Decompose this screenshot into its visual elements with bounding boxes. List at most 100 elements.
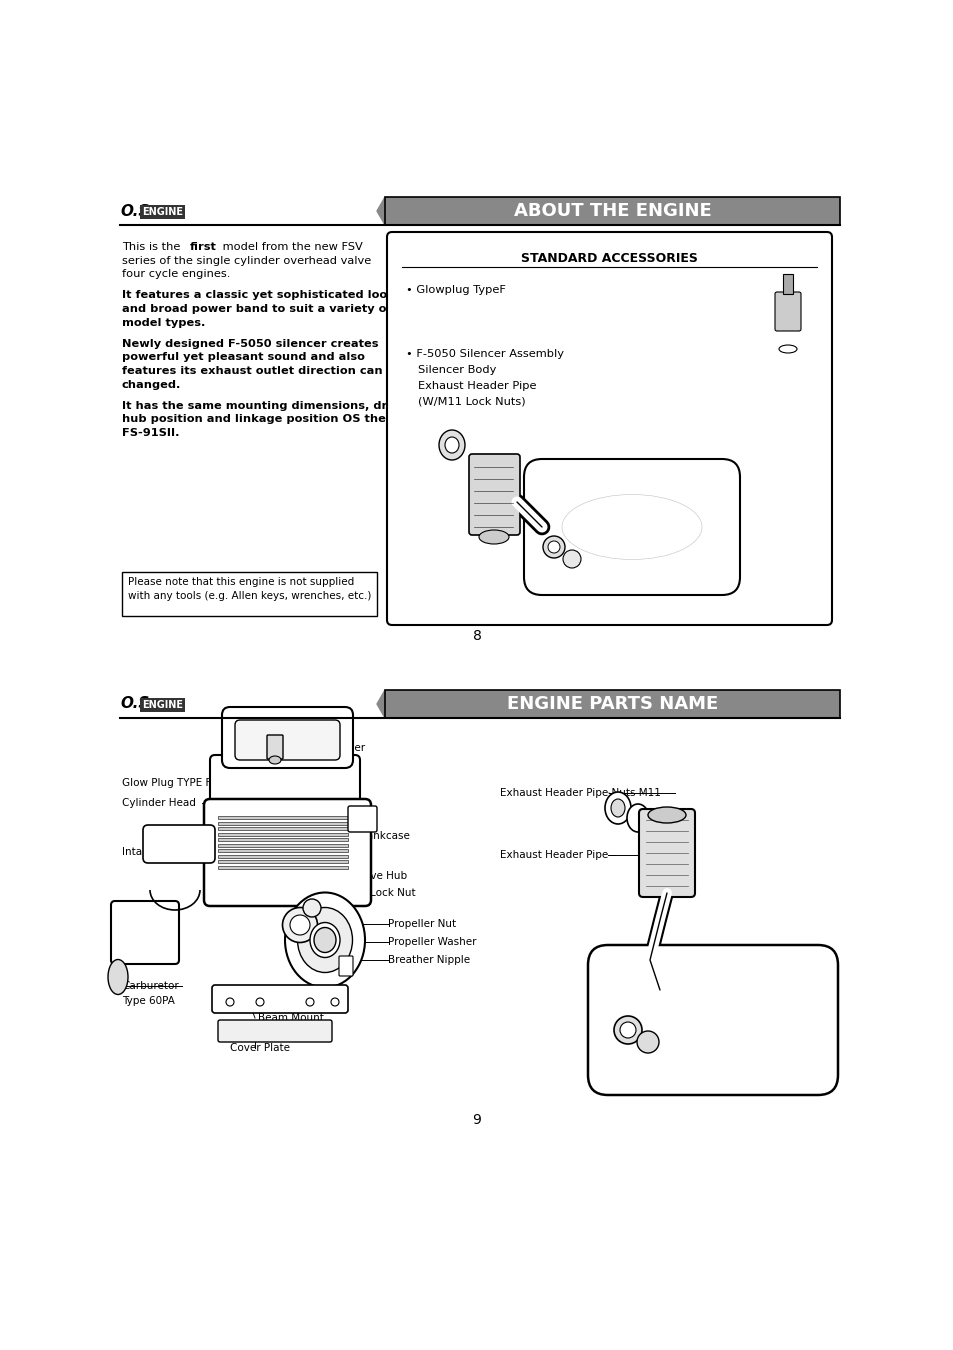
Text: Exhaust Header Pipe Nuts M11: Exhaust Header Pipe Nuts M11 [499, 788, 660, 798]
Ellipse shape [779, 346, 796, 352]
Text: four cycle engines.: four cycle engines. [122, 269, 230, 279]
Ellipse shape [285, 892, 365, 987]
FancyBboxPatch shape [212, 986, 348, 1012]
Ellipse shape [269, 756, 281, 764]
Text: model from the new FSV: model from the new FSV [219, 242, 362, 252]
FancyBboxPatch shape [774, 292, 801, 331]
Text: 9: 9 [472, 1112, 481, 1127]
Text: It features a classic yet sophisticated look: It features a classic yet sophisticated … [122, 290, 395, 301]
Text: Cover Plate: Cover Plate [230, 1044, 290, 1053]
Text: F-5050 Silencer Body: F-5050 Silencer Body [609, 1050, 720, 1060]
Ellipse shape [108, 960, 128, 995]
Text: 8: 8 [472, 629, 481, 643]
Text: • F-5050 Silencer Assembly: • F-5050 Silencer Assembly [406, 350, 563, 359]
Ellipse shape [226, 998, 233, 1006]
Ellipse shape [303, 899, 320, 917]
Ellipse shape [619, 1022, 636, 1038]
Text: Cylinder Head: Cylinder Head [122, 798, 195, 809]
FancyBboxPatch shape [348, 806, 376, 832]
Ellipse shape [604, 792, 630, 824]
Text: Beam Mount: Beam Mount [257, 1012, 323, 1023]
Text: ENGINE: ENGINE [142, 207, 183, 217]
Text: series of the single cylinder overhead valve: series of the single cylinder overhead v… [122, 255, 371, 266]
Text: Drive Hub: Drive Hub [355, 871, 407, 882]
Ellipse shape [282, 907, 317, 942]
Text: Carburetor: Carburetor [122, 981, 178, 991]
Bar [385, 690, 840, 718]
Bar [218, 838, 348, 841]
Text: It has the same mounting dimensions, drive: It has the same mounting dimensions, dri… [122, 401, 406, 410]
Ellipse shape [647, 807, 685, 824]
Text: Silencer Body: Silencer Body [417, 364, 496, 375]
FancyBboxPatch shape [338, 956, 353, 976]
Polygon shape [376, 197, 385, 225]
Text: FS-91SII.: FS-91SII. [122, 428, 179, 437]
Text: STANDARD ACCESSORIES: STANDARD ACCESSORIES [520, 252, 698, 266]
Text: changed.: changed. [122, 379, 181, 390]
Text: ENGINE: ENGINE [142, 701, 183, 710]
FancyBboxPatch shape [523, 459, 740, 595]
Text: Propeller Washer: Propeller Washer [388, 937, 476, 946]
Ellipse shape [438, 431, 464, 460]
Text: first: first [190, 242, 216, 252]
Text: Propeller Nut: Propeller Nut [388, 919, 456, 929]
Ellipse shape [310, 922, 339, 957]
Bar [782, 274, 792, 294]
Ellipse shape [290, 915, 310, 936]
FancyBboxPatch shape [267, 734, 283, 759]
Bar [218, 833, 348, 836]
Text: powerful yet pleasant sound and also: powerful yet pleasant sound and also [122, 352, 364, 363]
Ellipse shape [314, 927, 335, 953]
Text: and broad power band to suit a variety of: and broad power band to suit a variety o… [122, 304, 391, 315]
Bar [218, 844, 348, 846]
FancyBboxPatch shape [204, 799, 371, 906]
Text: Please note that this engine is not supplied
with any tools (e.g. Allen keys, wr: Please note that this engine is not supp… [128, 576, 371, 601]
FancyBboxPatch shape [143, 825, 214, 863]
Ellipse shape [637, 1031, 659, 1053]
FancyBboxPatch shape [234, 720, 339, 760]
Bar [385, 197, 840, 225]
Text: Newly designed F-5050 silencer creates: Newly designed F-5050 silencer creates [122, 339, 378, 350]
Text: Lock Nut: Lock Nut [370, 888, 416, 898]
Polygon shape [376, 690, 385, 718]
Text: ENGINE PARTS NAME: ENGINE PARTS NAME [506, 695, 718, 713]
Ellipse shape [614, 1017, 641, 1044]
Text: Intake Manifold: Intake Manifold [122, 846, 202, 857]
Text: Type 60PA: Type 60PA [122, 996, 174, 1006]
FancyBboxPatch shape [639, 809, 695, 896]
FancyBboxPatch shape [111, 900, 179, 964]
Text: hub position and linkage position OS the: hub position and linkage position OS the [122, 414, 385, 424]
Text: O.S.: O.S. [120, 204, 155, 219]
FancyBboxPatch shape [210, 755, 359, 819]
Text: Rocker Cover: Rocker Cover [295, 743, 365, 753]
Ellipse shape [297, 907, 352, 972]
Ellipse shape [444, 437, 458, 454]
Text: model types.: model types. [122, 317, 205, 328]
Text: (W/M11 Lock Nuts): (W/M11 Lock Nuts) [417, 397, 525, 406]
Ellipse shape [478, 531, 509, 544]
Ellipse shape [331, 998, 338, 1006]
Ellipse shape [542, 536, 564, 558]
Text: This is the: This is the [122, 242, 184, 252]
Text: Exhaust Header Pipe: Exhaust Header Pipe [417, 381, 536, 392]
Bar [218, 822, 348, 825]
Text: Crankcase: Crankcase [355, 832, 410, 841]
Bar [218, 865, 348, 868]
Ellipse shape [547, 541, 559, 554]
Bar [218, 849, 348, 852]
FancyBboxPatch shape [218, 1021, 332, 1042]
FancyBboxPatch shape [387, 232, 831, 625]
FancyBboxPatch shape [469, 454, 519, 535]
Bar [122, 572, 376, 616]
Bar [218, 855, 348, 857]
FancyBboxPatch shape [222, 707, 353, 768]
Ellipse shape [610, 799, 624, 817]
Text: Breather Nipple: Breather Nipple [388, 954, 470, 965]
Text: Glow Plug TYPE F: Glow Plug TYPE F [122, 778, 212, 788]
Ellipse shape [562, 549, 580, 568]
Text: • Glowplug TypeF: • Glowplug TypeF [406, 285, 505, 296]
Ellipse shape [255, 998, 264, 1006]
FancyBboxPatch shape [587, 945, 837, 1095]
Bar [218, 860, 348, 863]
Bar [218, 815, 348, 819]
